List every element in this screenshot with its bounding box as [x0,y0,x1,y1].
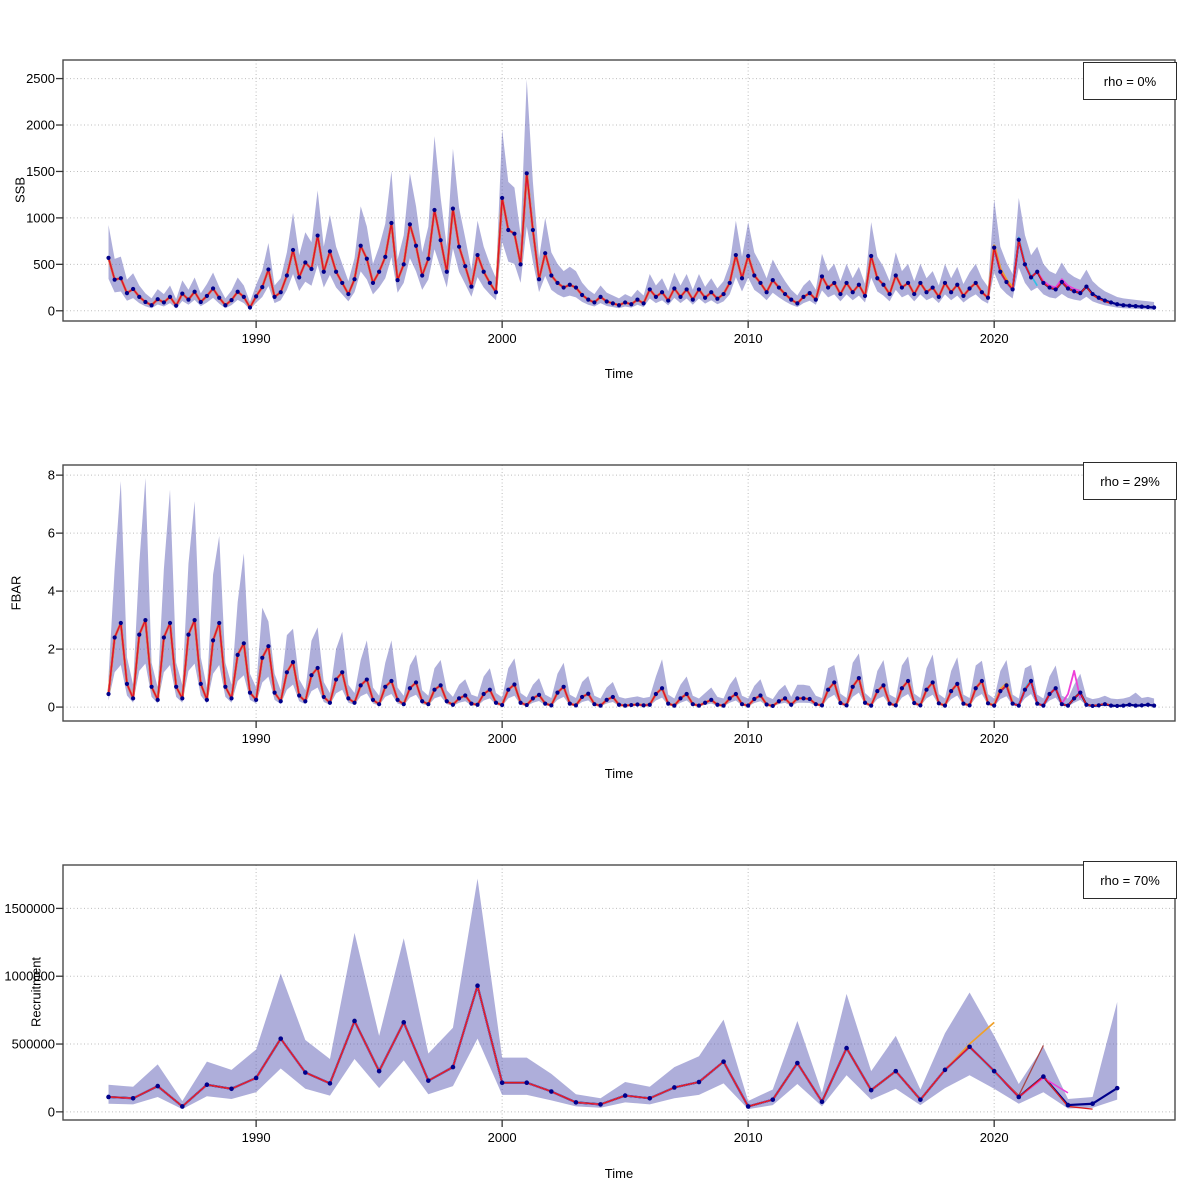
x-tick-label: 2010 [734,1130,763,1145]
ssb-y-axis-label: SSB [12,176,28,204]
confidence-band [108,878,1118,1110]
y-tick-label: 4 [48,584,55,599]
recruitment-x-axis-label: Time [604,1166,634,1181]
fbar-panel: 0 2 4 6 8 1990 2000 2010 2020 FBAR Time rho = 29… [0,400,1200,800]
recruitment-y-axis-label: Recruitment [28,956,44,1028]
x-tick-label: 2010 [734,731,763,746]
fbar-chart: 0 2 4 6 8 1990 2000 2010 2020 [48,464,1176,746]
y-tick-label: 6 [48,526,55,541]
x-tick-label: 2010 [734,331,763,346]
fbar-rho-legend-text: rho = 29% [1100,473,1160,489]
y-tick-label: 500 [33,257,55,272]
ssb-chart: 0 500 1000 1500 2000 2500 1990 2000 2010 2020 [26,59,1176,346]
recruitment-chart: 0 500000 1000000 1500000 1990 2000 2010 2020 [4,864,1176,1145]
y-tick-label: 2 [48,642,55,657]
x-tick-label: 2020 [980,731,1009,746]
base-estimate-points [106,983,1120,1109]
y-tick-label: 0 [48,303,55,318]
grid-lines [63,60,1175,321]
y-tick-label: 0 [48,700,55,715]
base-estimate-points [106,171,1157,310]
fbar-x-axis-label: Time [604,766,634,781]
axis-ticks: 0 2 4 6 8 1990 2000 2010 2020 [48,468,1009,746]
x-tick-label: 2020 [980,331,1009,346]
x-tick-label: 2000 [488,331,517,346]
fbar-rho-legend-box: rho = 29% [1083,462,1177,500]
axis-ticks: 0 500000 1000000 1500000 1990 2000 2010 2020 [4,901,1008,1145]
recruitment-rho-legend-box: rho = 70% [1083,861,1177,899]
y-tick-label: 1500000 [4,901,55,916]
x-tick-label: 1990 [242,331,271,346]
ssb-x-axis-label: Time [604,366,634,381]
y-tick-label: 8 [48,468,55,483]
y-tick-label: 2000 [26,118,55,133]
plot-frame [62,464,1176,722]
fbar-y-axis-label: FBAR [8,575,24,611]
x-tick-label: 1990 [242,1130,271,1145]
recruitment-panel: 0 500000 1000000 1500000 1990 2000 2010 2020 Re… [0,800,1200,1200]
axis-ticks: 0 500 1000 1500 2000 2500 1990 2000 2010 2020 [26,71,1009,346]
y-tick-label: 1000000 [4,969,55,984]
grid-lines [63,465,1175,721]
y-tick-label: 1000 [26,210,55,225]
x-tick-label: 2000 [488,731,517,746]
recruitment-rho-legend-text: rho = 70% [1100,872,1160,888]
plot-frame [62,864,1176,1121]
ssb-rho-legend-box: rho = 0% [1083,62,1177,100]
x-tick-label: 2020 [980,1130,1009,1145]
y-tick-label: 1500 [26,164,55,179]
grid-lines [63,865,1175,1120]
x-tick-label: 2000 [488,1130,517,1145]
plot-frame [62,59,1176,322]
confidence-band [108,478,1155,707]
y-tick-label: 500000 [12,1037,55,1052]
ssb-rho-legend-text: rho = 0% [1103,73,1157,89]
y-tick-label: 2500 [26,71,55,86]
base-estimate-points [106,618,1157,709]
ssb-panel: 0 500 1000 1500 2000 2500 1990 2000 2010 2020 SSB… [0,0,1200,400]
confidence-band [108,79,1155,310]
y-tick-label: 0 [48,1104,55,1119]
x-tick-label: 1990 [242,731,271,746]
